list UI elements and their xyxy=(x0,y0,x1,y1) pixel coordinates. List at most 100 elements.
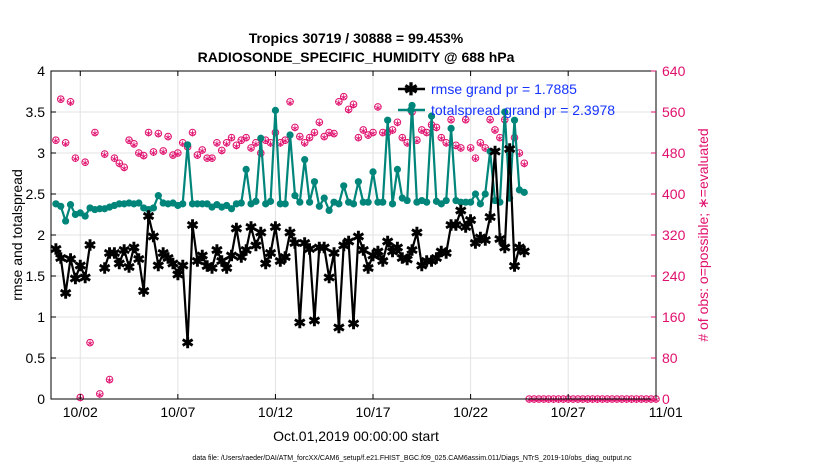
obs-possible-point xyxy=(52,136,60,144)
obs-evaluated-point: ∗ xyxy=(462,116,470,127)
obs-evaluated-point: ∗ xyxy=(61,139,69,150)
rmse-point: ✱ xyxy=(54,250,67,267)
totalspread-point xyxy=(442,196,450,205)
rmse-point: ✱ xyxy=(459,219,472,236)
y-left-tick-label: 3.5 xyxy=(26,104,46,120)
obs-evaluated-point: ∗ xyxy=(540,395,548,406)
rmse-point: ✱ xyxy=(455,203,468,220)
rmse-point: ✱ xyxy=(391,240,404,257)
totalspread-point xyxy=(266,197,275,205)
rmse-point: ✱ xyxy=(220,260,233,277)
obs-possible-point xyxy=(252,138,260,147)
rmse-point: ✱ xyxy=(79,270,92,287)
obs-evaluated-point: ∗ xyxy=(91,129,99,140)
obs-evaluated-point: ∗ xyxy=(549,395,557,406)
chart-title: Tropics 30719 / 30888 = 99.453% xyxy=(249,30,464,46)
totalspread-point xyxy=(427,112,436,120)
rmse-point: ✱ xyxy=(64,251,77,268)
totalspread-point xyxy=(149,204,158,212)
rmse-point: ✱ xyxy=(445,218,458,235)
obs-possible-point xyxy=(520,159,529,168)
rmse-point: ✱ xyxy=(484,209,497,226)
obs-evaluated-point: ∗ xyxy=(457,144,465,155)
y-right-tick-label: 160 xyxy=(662,309,686,325)
obs-possible-point xyxy=(105,375,114,384)
obs-evaluated-point: ∗ xyxy=(413,136,421,147)
obs-possible-point xyxy=(344,105,353,114)
rmse-point: ✱ xyxy=(147,229,160,246)
rmse-point: ✱ xyxy=(386,244,399,261)
obs-evaluated-point: ∗ xyxy=(125,136,133,147)
rmse-point: ✱ xyxy=(50,241,63,258)
obs-evaluated-point: ∗ xyxy=(305,134,313,145)
obs-evaluated-point: ∗ xyxy=(623,395,631,406)
obs-possible-point xyxy=(164,132,172,141)
obs-evaluated-point: ∗ xyxy=(579,395,587,406)
totalspread-point xyxy=(179,200,187,208)
y-axis-right: 0 80 160 240 320 400 480 560 640 xyxy=(651,63,686,407)
totalspread-point xyxy=(403,196,411,205)
totalspread-point xyxy=(66,201,75,209)
rmse-point: ✱ xyxy=(430,250,443,267)
rmse-point: ✱ xyxy=(255,225,268,242)
obs-possible-point xyxy=(320,132,329,141)
obs-evaluated-point: ∗ xyxy=(237,136,245,147)
totalspread-point xyxy=(471,190,480,198)
x-tick-label: 10/12 xyxy=(258,404,293,420)
obs-possible-point xyxy=(305,133,314,142)
x-tick-label: 10/17 xyxy=(355,404,390,420)
obs-evaluated-point: ∗ xyxy=(144,129,152,140)
totalspread-point xyxy=(510,116,519,124)
legend: ✱ rmse grand pr = 1.7885 totalspread gra… xyxy=(398,80,615,118)
obs-possible-point xyxy=(159,147,168,155)
y-right-tick-label: 320 xyxy=(662,227,686,243)
obs-possible-point xyxy=(481,144,490,152)
obs-possible-point xyxy=(471,154,480,162)
obs-evaluated-point: ∗ xyxy=(276,139,284,150)
obs-evaluated-point: ∗ xyxy=(442,139,450,150)
y-left-tick-label: 1 xyxy=(37,309,45,325)
rmse-point: ✱ xyxy=(352,229,365,246)
rmse-point: ✱ xyxy=(313,240,326,257)
totalspread-point xyxy=(393,165,402,173)
obs-evaluated-point: ∗ xyxy=(71,154,79,165)
totalspread-point xyxy=(184,141,192,149)
rmse-point: ✱ xyxy=(74,258,87,275)
totalspread-point xyxy=(364,198,372,206)
rmse-point: ✱ xyxy=(118,242,131,259)
totalspread-point xyxy=(154,192,162,200)
obs-possible-point xyxy=(193,151,202,159)
obs-possible-point xyxy=(91,128,99,137)
rmse-point: ✱ xyxy=(250,238,263,255)
totalspread-point xyxy=(291,192,299,200)
obs-possible-point xyxy=(339,92,348,101)
rmse-point: ✱ xyxy=(269,219,282,236)
y-axis-right-label: # of obs: o=possible; ∗=evaluated xyxy=(695,128,711,341)
obs-evaluated-point: ∗ xyxy=(174,149,182,160)
totalspread-point xyxy=(315,202,323,210)
obs-evaluated-point: ∗ xyxy=(115,159,123,170)
obs-evaluated-point: ∗ xyxy=(198,146,206,157)
obs-evaluated-point: ∗ xyxy=(496,134,504,145)
rmse-point: ✱ xyxy=(264,246,277,263)
rmse-point: ✱ xyxy=(518,244,531,261)
obs-evaluated-point: ∗ xyxy=(349,100,357,111)
x-axis-label: Oct.01,2019 00:00:00 start xyxy=(273,428,439,444)
rmse-point: ✱ xyxy=(240,242,253,259)
totalspread-point xyxy=(252,197,260,205)
obs-evaluated-point: ∗ xyxy=(393,118,401,129)
rmse-point: ✱ xyxy=(411,225,424,242)
obs-evaluated-point: ∗ xyxy=(222,139,230,150)
obs-possible-point xyxy=(61,138,70,147)
obs-possible-point xyxy=(208,154,216,162)
obs-evaluated-point: ∗ xyxy=(422,129,430,140)
obs-evaluated-point: ∗ xyxy=(213,139,221,150)
obs-evaluated-point: ∗ xyxy=(588,395,596,406)
rmse-point: ✱ xyxy=(425,254,438,271)
obs-evaluated-point: ∗ xyxy=(647,395,655,406)
obs-evaluated-point: ∗ xyxy=(130,140,138,151)
rmse-point: ✱ xyxy=(303,241,316,258)
obs-evaluated-point: ∗ xyxy=(310,129,318,140)
obs-evaluated-point: ∗ xyxy=(271,129,279,140)
